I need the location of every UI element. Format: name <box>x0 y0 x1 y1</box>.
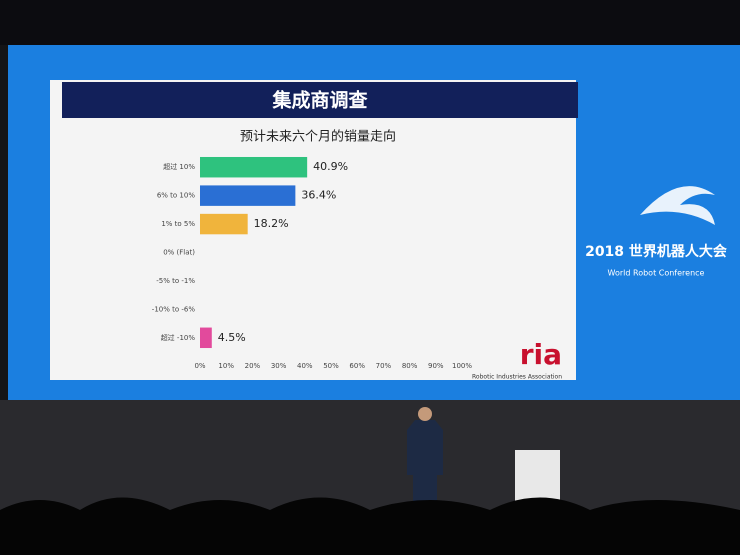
logo-name: Robotic Industries Association <box>472 374 562 381</box>
bar <box>200 156 308 178</box>
x-tick-label: 10% <box>218 362 234 370</box>
event-title: 2018 世界机器人大会 <box>585 243 728 260</box>
x-tick-label: 20% <box>245 362 261 370</box>
x-tick-label: 40% <box>297 362 313 370</box>
value-label: 40.9% <box>313 160 348 173</box>
chart-subtitle: 预计未来六个月的销量走向 <box>240 129 396 145</box>
y-tick-label: 6% to 10% <box>157 192 195 200</box>
logo-mark: ria <box>520 338 562 371</box>
x-tick-label: 60% <box>349 362 365 370</box>
value-label: 4.5% <box>218 331 246 344</box>
x-tick-label: 30% <box>271 362 287 370</box>
y-tick-label: 超过 -10% <box>161 333 196 342</box>
y-tick-label: 0% (Flat) <box>163 249 195 257</box>
y-tick-label: -5% to -1% <box>156 277 195 285</box>
x-tick-label: 80% <box>402 362 418 370</box>
x-tick-label: 70% <box>376 362 392 370</box>
speaker-head <box>418 407 432 421</box>
value-label: 18.2% <box>254 217 289 230</box>
audience <box>0 497 740 555</box>
event-subtitle: World Robot Conference <box>608 269 705 278</box>
bar <box>200 327 212 349</box>
x-tick-label: 50% <box>323 362 339 370</box>
x-tick-label: 90% <box>428 362 444 370</box>
x-tick-label: 0% <box>194 362 205 370</box>
value-label: 36.4% <box>301 189 336 202</box>
event-emblem <box>640 186 715 225</box>
x-tick-label: 100% <box>452 362 472 370</box>
bar <box>200 213 248 235</box>
y-tick-label: 1% to 5% <box>161 220 195 228</box>
y-tick-label: 超过 10% <box>163 162 195 171</box>
chart-title: 集成商调查 <box>271 89 368 112</box>
slide <box>50 80 576 380</box>
ceiling <box>0 0 740 45</box>
speaker <box>407 420 443 515</box>
bar <box>200 185 296 206</box>
y-tick-label: -10% to -6% <box>152 305 196 313</box>
slide-title-bar <box>62 82 578 118</box>
plot: 0% 10% 20% 30% 40% 50% 60% 70% 80% 90% 100% 超过 10% 4… <box>152 156 472 370</box>
